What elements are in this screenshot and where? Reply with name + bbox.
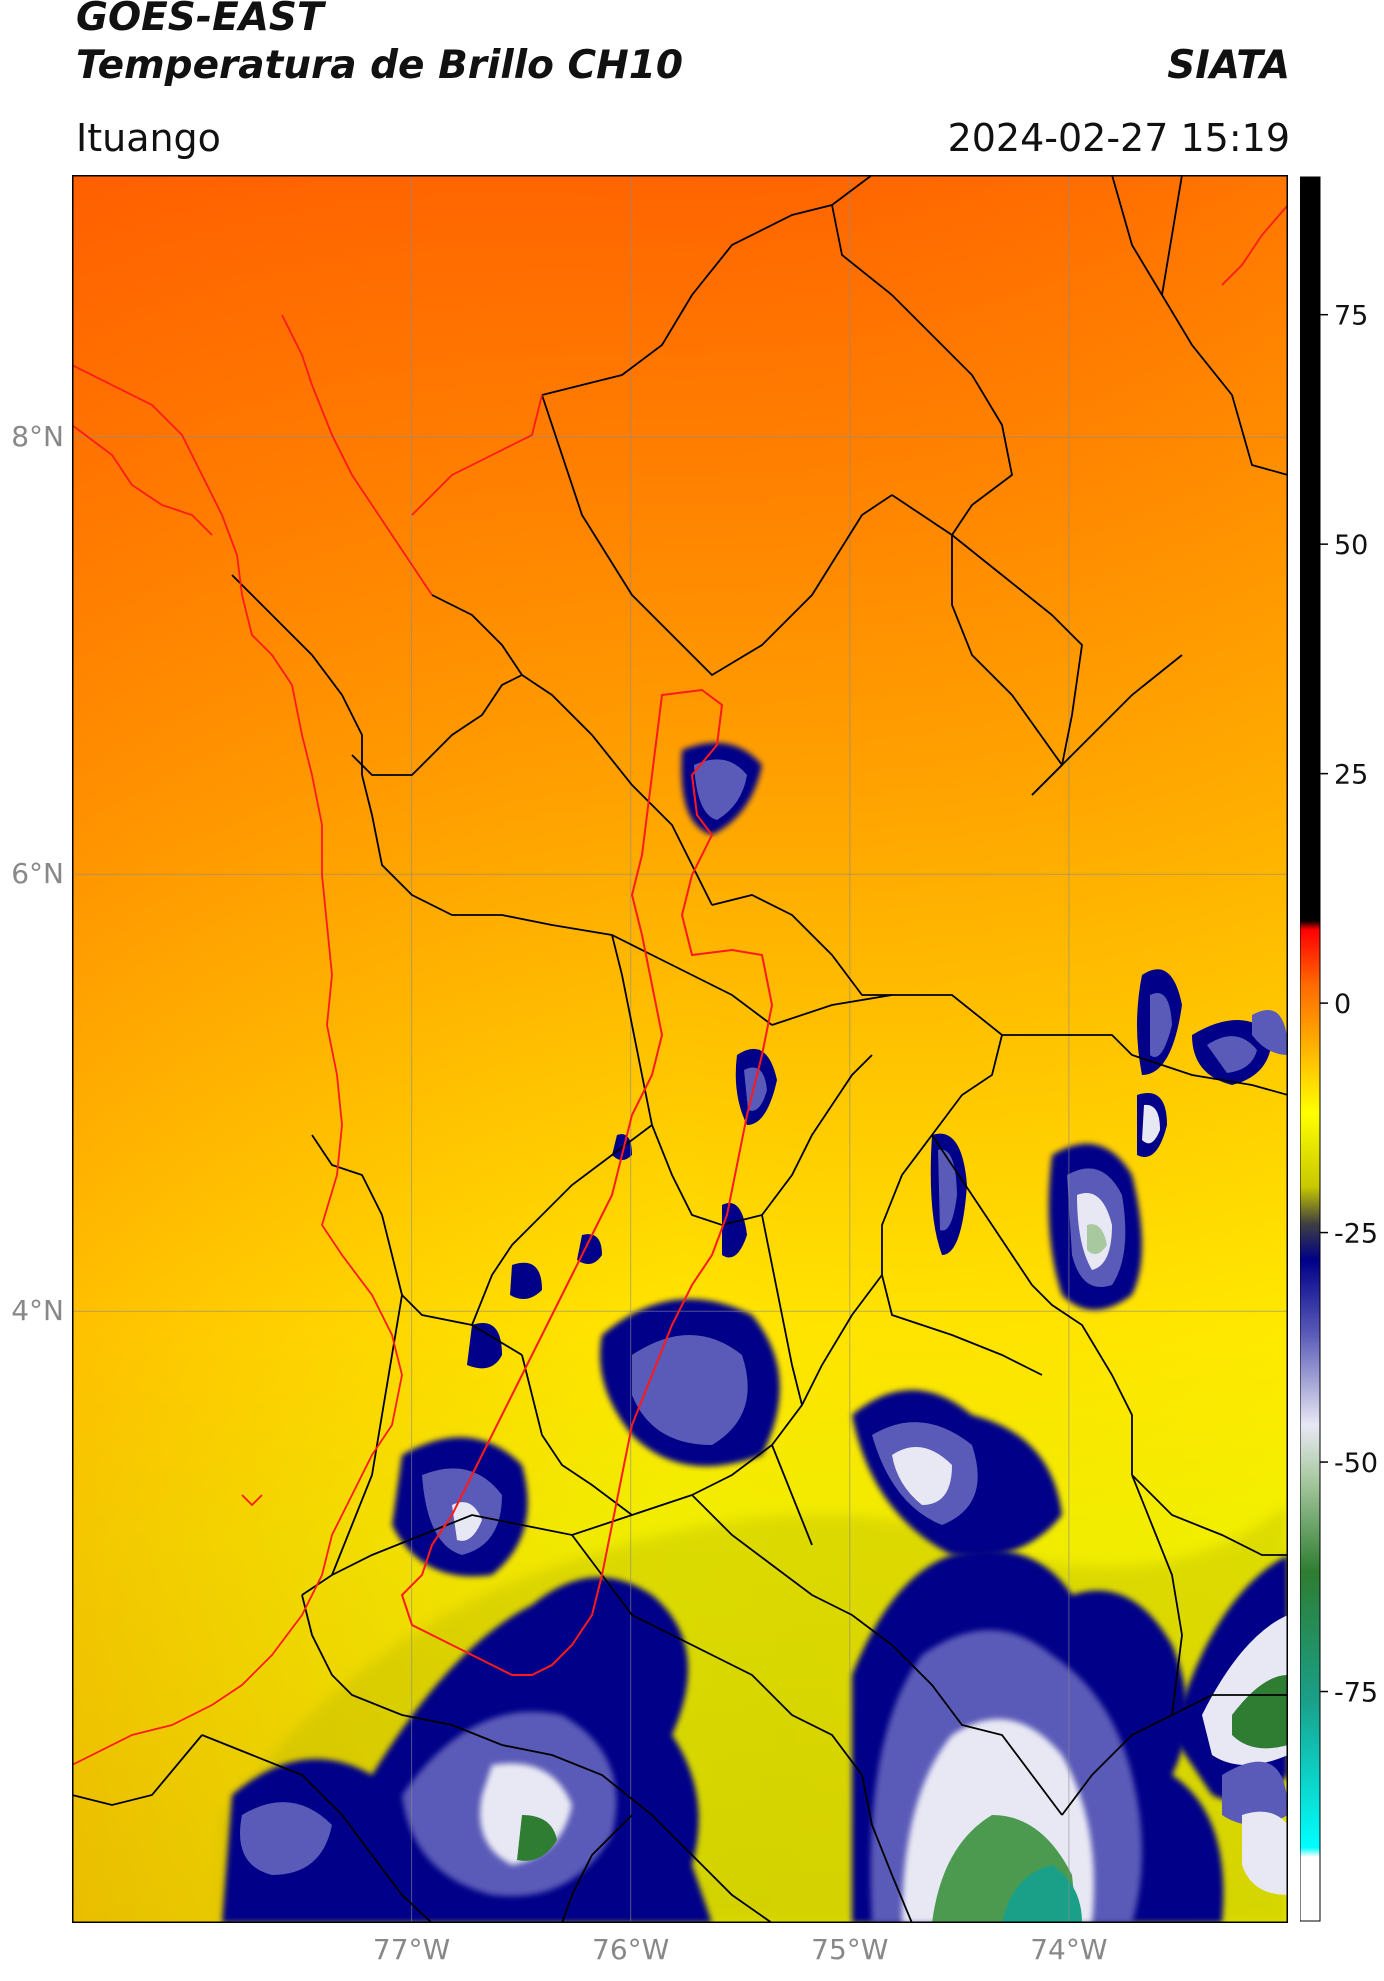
title-line2: Temperatura de Brillo CH10: [76, 43, 684, 88]
colorbar-tick-label: 75: [1334, 301, 1368, 332]
cloud-layer: [222, 742, 1288, 1923]
lat-tick-label: 8°N: [11, 420, 64, 454]
graticule: [72, 175, 1288, 1923]
lon-tick-label: 76°W: [592, 1933, 670, 1966]
department-borders: [71, 174, 1289, 1924]
colorbar-tick-label: 0: [1334, 989, 1351, 1020]
colorbar-gradient: [1299, 176, 1321, 1922]
lon-tick-label: 74°W: [1030, 1933, 1108, 1966]
brand-label: SIATA: [1167, 43, 1290, 88]
colorbar: 75 50 25 0 -25 -50 -75: [1299, 175, 1384, 1923]
colorbar-tick-label: -50: [1334, 1448, 1378, 1479]
lon-tick-label: 75°W: [811, 1933, 889, 1966]
timestamp-label: 2024-02-27 15:19: [947, 116, 1290, 160]
colorbar-tick-label: -25: [1334, 1219, 1378, 1250]
map-svg: [71, 174, 1289, 1924]
colorbar-tick-label: -75: [1334, 1678, 1378, 1709]
colorbar-svg: 75 50 25 0 -25 -50 -75: [1299, 176, 1378, 1922]
colorbar-tick-label: 50: [1334, 530, 1368, 561]
map-frame: [72, 175, 1288, 1923]
colorbar-ticks: 75 50 25 0 -25 -50 -75: [1320, 301, 1378, 1709]
colorbar-tick-label: 25: [1334, 760, 1368, 791]
lat-tick-label: 4°N: [11, 1294, 64, 1328]
title-line1: GOES-EAST: [76, 0, 324, 40]
map-panel: [71, 174, 1289, 1924]
ituango-region-outline: [400, 688, 774, 1676]
lon-tick-label: 77°W: [372, 1933, 451, 1966]
location-label: Ituango: [76, 116, 221, 160]
coastlines: [71, 204, 1289, 1766]
lat-tick-label: 6°N: [11, 857, 64, 891]
